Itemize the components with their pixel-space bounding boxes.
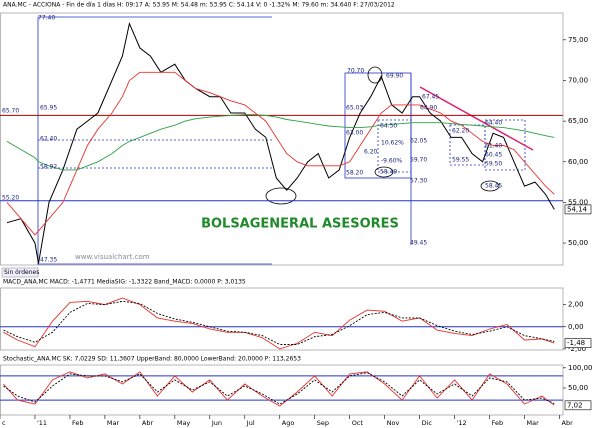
annotation: 55.20: [2, 195, 19, 202]
drawing-tools: [37, 16, 534, 265]
annotation: 59.50: [485, 161, 502, 168]
annotation: 62.05: [410, 138, 427, 145]
y-tick-label: 75,00: [568, 36, 588, 44]
plot-area: [0, 21, 563, 264]
last-value-label: -1,48: [567, 339, 585, 347]
y-tick-label: 65,00: [568, 117, 588, 125]
annotation: 67.45: [422, 94, 439, 101]
x-tick-label: Ago: [282, 419, 295, 427]
last-value-label: 7,02: [567, 401, 583, 409]
x-tick-label: '12: [457, 419, 467, 427]
y-tick-label: 70,00: [568, 76, 588, 84]
annotation: 64.90: [420, 105, 437, 112]
x-tick-label: Jun: [211, 419, 222, 427]
series-line: [3, 300, 555, 345]
annotation: 62.20: [452, 128, 469, 135]
x-tick-label: Nov: [387, 419, 400, 427]
y-tick-label: 0,00: [568, 323, 584, 331]
annotation: 69.90: [386, 73, 403, 80]
annotation: 77.40: [38, 15, 55, 22]
last-value-label: 54,14: [567, 205, 588, 213]
trend-line: [419, 86, 534, 151]
plot-area: [0, 371, 563, 407]
x-tick-label: Mar: [107, 419, 120, 427]
annotation: 47.35: [40, 257, 57, 264]
annotation: 58.49: [380, 169, 397, 176]
series-line: [3, 372, 555, 405]
annotation: 62.40: [40, 136, 57, 143]
highlight-ellipse: [374, 166, 394, 178]
x-tick-label: Mar: [527, 419, 540, 427]
highlight-ellipse: [367, 66, 383, 84]
highlight-ellipse: [480, 180, 500, 192]
series-line: [6, 21, 555, 264]
annotation: 60.45: [485, 152, 502, 159]
series-line: [6, 114, 555, 171]
plot-frame: [0, 364, 564, 416]
annotation: 63.00: [346, 130, 363, 137]
annotation: 65.03: [346, 105, 363, 112]
y-tick-label: -2,00: [568, 345, 586, 353]
annotation: 59.70: [410, 157, 427, 164]
annotation: 65.95: [40, 105, 57, 112]
y-tick-label: 55,00: [568, 198, 588, 206]
annotation: 58.45: [485, 183, 502, 190]
highlight-ellipse: [265, 187, 297, 205]
annotation: 58.92: [40, 164, 57, 171]
annotation: 65.70: [2, 108, 19, 115]
x-tick-label: Abr: [142, 419, 154, 427]
y-tick-label: 2,00: [568, 301, 584, 309]
plot-frame: [0, 12, 564, 266]
status: Sin órdenes: [4, 269, 39, 276]
panel-header: Stochastic_ANA.MC SK: 7,0229 SD: 11,3607…: [3, 356, 301, 363]
last-value-box: [564, 338, 592, 348]
x-tick-label: '11: [37, 419, 47, 427]
annotation: 61.40: [485, 143, 502, 150]
x-tick-label: May: [177, 419, 191, 427]
plot-frame: [0, 287, 564, 351]
x-tick-label: Sep: [317, 419, 329, 427]
annotation: 10.62%: [381, 140, 404, 147]
annotation: 6.20: [364, 149, 378, 156]
panel-header: MACD_ANA.MC MACD: -1,4771 MediaSIG: -1,3…: [3, 279, 246, 286]
annotation: 64.40: [485, 120, 502, 127]
last-value-box: [564, 400, 592, 411]
x-tick-label: Abr: [562, 419, 574, 427]
series-line: [3, 297, 555, 350]
annotation: 64.50: [380, 123, 397, 130]
x-tick-label: Jul: [246, 419, 255, 427]
annotation: 59.55: [452, 157, 469, 164]
panel-header: ANA.MC - ACCIONA - Fin de día 1 días H: …: [3, 2, 395, 9]
annotation: 58.20: [346, 170, 363, 177]
x-tick-label: c: [2, 419, 6, 427]
x-tick-label: Dic: [422, 419, 433, 427]
status-box: [1, 267, 39, 278]
annotation: -9.60%: [381, 158, 403, 165]
series-line: [3, 371, 555, 407]
x-tick-label: Feb: [72, 419, 84, 427]
y-tick-label: 60,00: [568, 158, 588, 166]
y-tick-label: 50,00: [568, 384, 588, 392]
last-value-box: [564, 204, 592, 215]
y-tick-label: 100,00: [568, 364, 593, 372]
plot-area: [0, 297, 563, 350]
series-line: [6, 71, 555, 236]
annotation: 49.45: [410, 240, 427, 247]
tool-rect: [377, 119, 412, 173]
x-tick-label: Oct: [352, 419, 364, 427]
annotation: 57.30: [410, 178, 427, 185]
x-tick-label: Feb: [492, 419, 504, 427]
logo-text: BOLSAGENERAL ASESORES: [201, 217, 399, 232]
annotation: 70.70: [347, 68, 364, 75]
watermark: www.visualchart.com: [75, 253, 150, 261]
y-tick-label: 50,00: [568, 239, 588, 247]
